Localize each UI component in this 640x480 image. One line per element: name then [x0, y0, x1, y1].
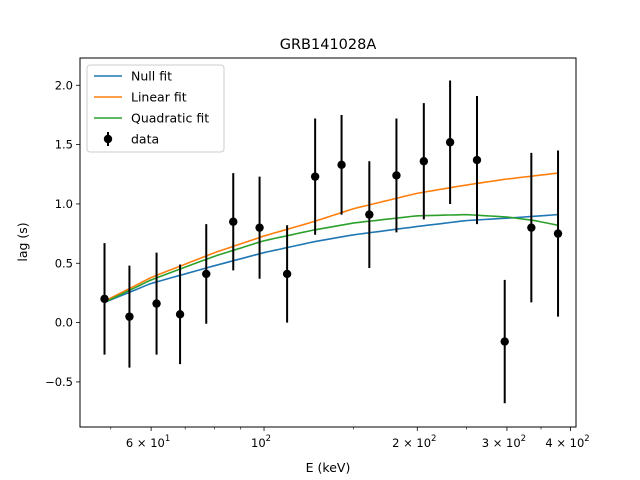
y-tick-label: 0.5: [55, 256, 73, 270]
fit-line-linear-fit: [104, 172, 559, 302]
data-point: [202, 269, 211, 279]
plot-area: [100, 80, 563, 404]
y-axis-label: lag (s): [15, 222, 30, 261]
x-axis-label: E (keV): [306, 460, 351, 475]
data-point: [472, 155, 482, 165]
x-tick-base: 2: [392, 436, 399, 450]
x-tick-exponent: 2: [521, 434, 526, 444]
legend-swatch-marker: [103, 134, 113, 144]
data-point: [100, 294, 109, 304]
x-tick-base: 6: [126, 436, 133, 450]
fit-line-quadratic-fit: [104, 213, 559, 304]
legend-label: Quadratic fit: [131, 111, 209, 126]
plot-frame: [79, 57, 577, 428]
y-tick-label: 0.0: [55, 316, 73, 330]
x-tick-times: × 10: [399, 436, 431, 450]
data-point: [365, 210, 374, 219]
x-tick-exponent: 2: [431, 434, 436, 444]
data-point: [175, 310, 185, 319]
y-tick-label: 2.0: [55, 78, 73, 92]
fit-line-null-fit: [104, 213, 559, 304]
x-tick-times: × 10: [133, 436, 165, 450]
legend: Null fit Linear fit Quadratic fit data: [86, 64, 225, 153]
y-tick-label: 1.0: [55, 197, 73, 211]
data-point: [152, 299, 161, 308]
y-axis: −0.5 0.0 0.5 1.0 1.5 2.0: [45, 78, 80, 389]
data-point: [337, 160, 346, 169]
data-point: [553, 229, 563, 238]
data-point: [392, 171, 401, 180]
x-tick-label: 6 × 101: [126, 434, 170, 450]
data-point: [419, 157, 429, 166]
x-tick-label: 2 × 102: [392, 434, 436, 450]
x-tick-times: × 10: [553, 436, 585, 450]
x-tick-base: 10: [251, 436, 266, 450]
data-point: [255, 223, 264, 232]
x-tick-exponent: 2: [584, 434, 589, 444]
x-tick-times: × 10: [489, 436, 521, 450]
x-tick-exponent: 2: [266, 434, 271, 444]
data-point: [527, 223, 536, 232]
x-tick-exponent: 1: [165, 434, 170, 444]
data-point: [229, 217, 238, 226]
legend-box: [86, 64, 225, 153]
data-point: [310, 172, 320, 181]
legend-label: Null fit: [131, 69, 172, 84]
data-point: [282, 269, 292, 279]
x-tick-base: 4: [545, 436, 552, 450]
legend-label: data: [131, 132, 159, 147]
x-tick-label: 102: [251, 434, 271, 450]
x-tick-label: 4 × 102: [545, 434, 589, 450]
data-point: [500, 337, 509, 346]
data-point: [445, 138, 455, 147]
chart-title: GRB141028A: [280, 37, 377, 53]
x-tick-label: 3 × 102: [482, 434, 526, 450]
x-axis: 6 × 101 102 2 × 102 3 × 102 4 × 102: [110, 427, 590, 450]
legend-label: Linear fit: [131, 90, 187, 105]
y-tick-label: 1.5: [55, 138, 73, 152]
x-tick-base: 3: [482, 436, 489, 450]
data-point: [125, 312, 134, 321]
y-tick-label: −0.5: [45, 375, 73, 389]
